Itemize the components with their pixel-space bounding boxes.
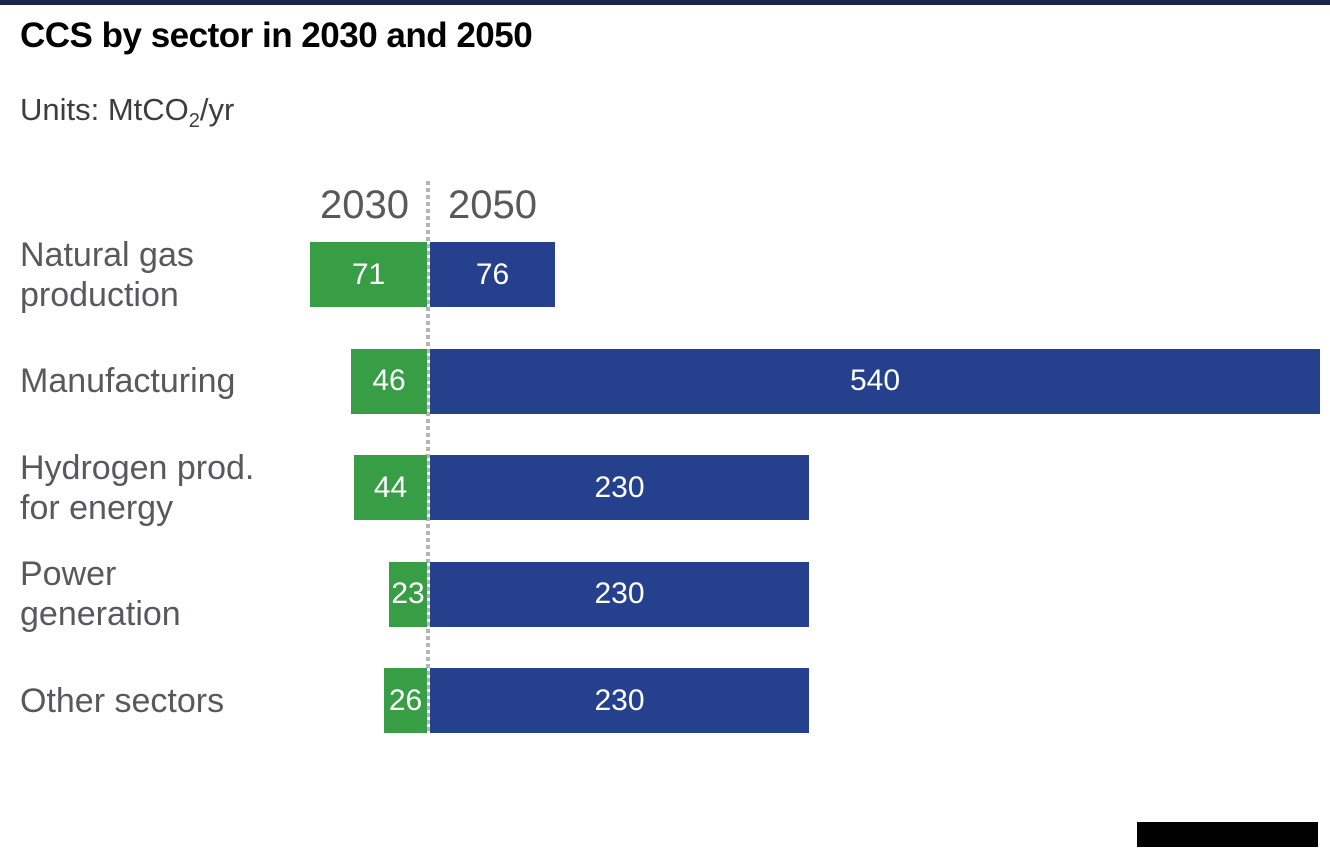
bar-2050: 230 — [430, 455, 809, 520]
chart-row: Manufacturing 46 540 — [0, 348, 1330, 414]
bar-2050: 230 — [430, 668, 809, 733]
category-label: Natural gas production — [20, 235, 194, 314]
bar-value-label: 26 — [388, 683, 423, 717]
chart-row: Other sectors 26 230 — [0, 668, 1330, 733]
bar-value-label: 46 — [372, 364, 406, 397]
bar-value-label: 44 — [373, 470, 408, 504]
bar-value-label: 230 — [594, 470, 645, 504]
bar-2050: 230 — [430, 561, 809, 627]
top-accent-bar — [0, 0, 1330, 5]
chart-row: Power generation 23 230 — [0, 555, 1330, 633]
units-subscript: 2 — [188, 110, 200, 133]
category-label: Other sectors — [20, 681, 225, 720]
bar-value-label: 230 — [594, 683, 645, 717]
bar-2030: 71 — [310, 242, 427, 307]
category-label: Power generation — [20, 555, 181, 633]
bar-2030: 26 — [384, 668, 427, 733]
bar-2030: 46 — [351, 348, 427, 414]
chart-title: CCS by sector in 2030 and 2050 — [20, 16, 533, 55]
units-suffix: /yr — [199, 92, 235, 127]
bar-value-label: 540 — [849, 364, 901, 397]
bar-value-label: 230 — [594, 577, 645, 610]
center-axis-dotted-line — [426, 181, 430, 733]
column-header-2050: 2050 — [448, 183, 537, 227]
bar-value-label: 71 — [351, 257, 386, 291]
bar-value-label: 76 — [475, 257, 510, 291]
bar-2050: 76 — [430, 242, 555, 307]
chart-row: Natural gas production 71 76 — [0, 236, 1330, 314]
category-label: Hydrogen prod. for energy — [20, 448, 255, 527]
bar-value-label: 23 — [391, 577, 425, 610]
column-header-2030: 2030 — [320, 183, 409, 227]
bar-2030: 23 — [389, 561, 427, 627]
bar-2030: 44 — [354, 455, 427, 520]
category-label: Manufacturing — [20, 362, 236, 400]
chart-row: Hydrogen prod. for energy 44 230 — [0, 449, 1330, 527]
bar-2050: 540 — [430, 348, 1320, 414]
units-label: Units: MtCO2/yr — [20, 92, 235, 131]
units-prefix: Units: MtCO — [20, 92, 189, 127]
logo-box — [1137, 822, 1318, 847]
